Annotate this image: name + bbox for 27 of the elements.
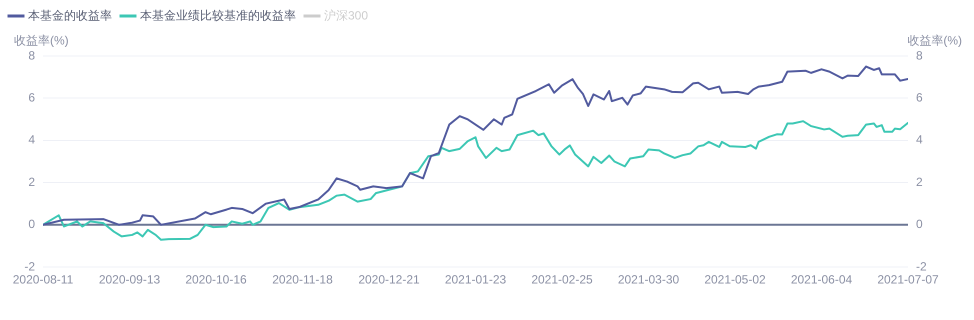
- y-tick-label: 6: [28, 90, 36, 105]
- x-tick-label: 2021-06-04: [790, 272, 853, 287]
- x-tick-label: 2021-02-25: [531, 272, 594, 287]
- y-tick-label: 8: [28, 48, 36, 62]
- x-tick-label: 2020-12-21: [358, 272, 420, 287]
- x-tick-label: 2021-03-30: [618, 272, 680, 287]
- x-tick-label: 2020-09-13: [98, 272, 161, 287]
- y2-axis-title: 收益率(%): [907, 33, 962, 48]
- x-tick-label: 2020-11-18: [272, 272, 334, 287]
- x-tick-label: 2020-10-16: [185, 272, 248, 287]
- y2-tick-label: 0: [916, 217, 923, 232]
- legend-label: 本基金的收益率: [28, 8, 112, 22]
- y2-tick-label: 6: [916, 90, 923, 105]
- y-tick-label: -2: [24, 259, 36, 274]
- legend-label: 本基金业绩比较基准的收益率: [140, 8, 296, 22]
- y-axis-title: 收益率(%): [14, 33, 69, 48]
- x-tick-label: 2021-05-02: [704, 272, 766, 287]
- y2-tick-label: -2: [916, 259, 927, 274]
- x-tick-label: 2021-07-07: [877, 272, 940, 287]
- y2-tick-label: 4: [916, 132, 923, 147]
- y-tick-label: 4: [28, 132, 36, 147]
- x-tick-label: 2021-01-23: [444, 272, 507, 287]
- y2-tick-label: 8: [916, 48, 923, 62]
- y2-tick-label: 2: [916, 174, 923, 189]
- y-tick-label: 0: [28, 217, 36, 232]
- x-tick-label: 2020-08-11: [12, 272, 74, 287]
- y-tick-label: 2: [28, 174, 36, 189]
